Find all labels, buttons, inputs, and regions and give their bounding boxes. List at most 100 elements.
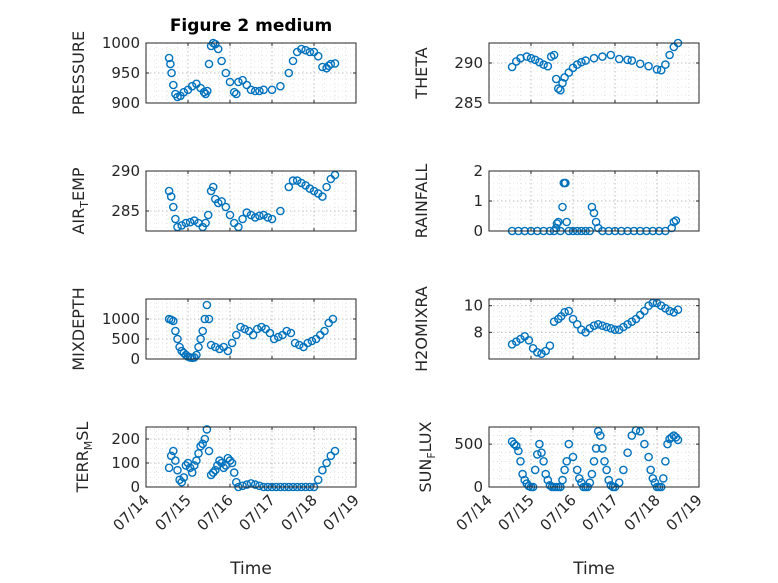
- data-point: [225, 210, 235, 220]
- data-point: [297, 44, 306, 54]
- data-point: [606, 50, 616, 60]
- data-point: [330, 446, 340, 456]
- data-point: [558, 475, 567, 485]
- data-point: [206, 340, 216, 350]
- data-point: [558, 202, 567, 212]
- data-point: [288, 56, 298, 66]
- data-point: [294, 340, 304, 350]
- axes-frame: [488, 170, 700, 232]
- y-tick-label: 500: [111, 330, 140, 348]
- data-point: [276, 81, 285, 91]
- data-point: [606, 323, 616, 333]
- data-point: [665, 50, 674, 60]
- data-point: [200, 314, 210, 324]
- data-point: [208, 468, 218, 477]
- data-point: [665, 306, 674, 316]
- data-point: [305, 47, 315, 57]
- axes-background: [146, 171, 356, 231]
- data-point: [206, 470, 216, 480]
- data-point: [635, 59, 645, 69]
- data-point: [328, 314, 338, 324]
- data-point: [330, 59, 340, 68]
- panel-mixdepth: 0 500 1000 MIXDEPTH: [69, 287, 357, 371]
- data-point: [589, 53, 599, 63]
- data-point: [577, 57, 586, 67]
- axes-frame: [488, 426, 700, 488]
- data-point: [189, 461, 199, 470]
- data-point: [514, 446, 523, 456]
- x-tick-label: 07/18: [278, 491, 321, 534]
- data-point: [225, 456, 235, 465]
- data-point: [217, 458, 226, 468]
- data-point: [276, 206, 285, 216]
- data-point: [561, 178, 570, 188]
- data-point: [673, 305, 683, 315]
- data-point: [623, 319, 632, 329]
- data-point: [177, 221, 186, 230]
- data-point: [203, 210, 213, 220]
- data-point: [273, 332, 283, 342]
- data-point: [604, 475, 614, 485]
- y-tick-label: 950: [111, 64, 140, 82]
- data-point: [185, 217, 195, 227]
- data-point: [562, 217, 572, 227]
- y-tick-label: 285: [454, 94, 483, 112]
- data-point: [602, 465, 611, 475]
- data-point: [198, 439, 207, 449]
- data-point: [320, 326, 329, 336]
- data-point: [545, 341, 555, 351]
- data-point: [189, 353, 199, 362]
- data-point: [507, 62, 517, 72]
- data-point: [322, 182, 331, 192]
- y-tick-label: 0: [473, 478, 483, 496]
- panel-theta: 285 290 THETA: [412, 38, 700, 112]
- data-point: [255, 481, 264, 491]
- data-point: [168, 80, 178, 90]
- data-point: [652, 65, 662, 74]
- data-point: [269, 334, 279, 344]
- data-point: [589, 208, 599, 218]
- panel-sun_flux: 0 500 SUNFLUX 07/1407/1507/1607/1707/1807/1…: [416, 421, 706, 534]
- data-point: [250, 213, 260, 222]
- data-point: [221, 68, 231, 78]
- data-point: [210, 342, 220, 352]
- data-point: [646, 465, 656, 475]
- data-point: [585, 478, 595, 488]
- data-point: [202, 86, 212, 96]
- data-point: [640, 439, 649, 449]
- data-point: [606, 480, 616, 490]
- data-point: [318, 62, 327, 72]
- y-tick-label: 500: [454, 435, 483, 453]
- data-point: [267, 85, 277, 95]
- data-point: [307, 336, 317, 346]
- data-point: [240, 324, 249, 334]
- data-point: [551, 74, 561, 84]
- data-point: [204, 314, 214, 324]
- data-point: [252, 324, 262, 334]
- data-point: [644, 61, 653, 71]
- data-point: [259, 85, 268, 95]
- x-axis-label-left: Time: [229, 559, 272, 579]
- y-tick-label: 1000: [102, 310, 140, 328]
- data-point: [516, 456, 525, 466]
- data-point: [185, 463, 195, 473]
- data-point: [598, 444, 607, 453]
- data-point: [598, 52, 607, 61]
- data-point: [558, 78, 567, 88]
- data-point: [596, 431, 605, 440]
- axes-frame: [488, 298, 700, 360]
- y-tick-label: 290: [454, 54, 483, 72]
- y-tick-label: 100: [111, 454, 140, 472]
- data-point: [179, 87, 189, 97]
- data-point: [600, 456, 609, 466]
- data-point: [267, 214, 277, 224]
- data-point: [533, 347, 542, 357]
- y-axis-label: AIRTEMP: [69, 167, 91, 234]
- y-tick-label: 10: [464, 297, 483, 315]
- data-point: [179, 473, 189, 482]
- data-point: [619, 465, 628, 475]
- data-point: [173, 334, 182, 344]
- data-point: [284, 182, 294, 192]
- data-point: [238, 214, 247, 224]
- data-point: [326, 451, 336, 461]
